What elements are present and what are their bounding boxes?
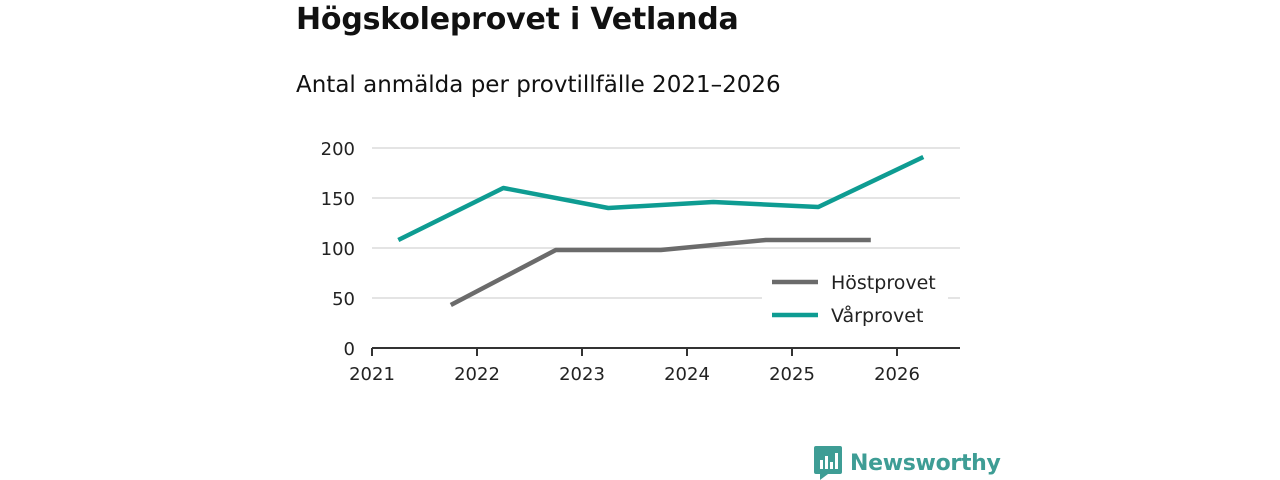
series-line-hostprovet bbox=[449, 237, 871, 307]
x-tick-label: 2026 bbox=[874, 364, 920, 385]
legend-background bbox=[762, 264, 948, 334]
chart-title: Högskoleprovet i Vetlanda bbox=[296, 2, 739, 37]
line-chart: 0 50 100 150 200 2021 2022 2023 2024 2025 2026 Hös… bbox=[321, 139, 960, 385]
y-tick-label: 0 bbox=[344, 339, 355, 360]
series-line-varprovet bbox=[397, 154, 925, 243]
series-lines bbox=[397, 154, 925, 307]
newsworthy-logo-icon bbox=[814, 446, 842, 480]
newsworthy-logo: Newsworthy bbox=[814, 446, 1001, 480]
x-tick-label: 2024 bbox=[664, 364, 710, 385]
legend-label: Vårprovet bbox=[831, 304, 923, 327]
y-tick-label: 100 bbox=[321, 239, 355, 260]
y-tick-label: 150 bbox=[321, 189, 355, 210]
x-tick-label: 2025 bbox=[769, 364, 815, 385]
legend-label: Höstprovet bbox=[831, 272, 936, 294]
axes: 0 50 100 150 200 2021 2022 2023 2024 2025 2026 bbox=[321, 139, 960, 385]
chart-subtitle: Antal anmälda per provtillfälle 2021–202… bbox=[296, 72, 781, 98]
y-tick-label: 200 bbox=[321, 139, 355, 160]
x-tick-label: 2023 bbox=[559, 364, 605, 385]
newsworthy-logo-text: Newsworthy bbox=[850, 450, 1001, 476]
legend: Höstprovet Vårprovet bbox=[762, 264, 948, 334]
x-tick-label: 2022 bbox=[454, 364, 500, 385]
x-tick-label: 2021 bbox=[349, 364, 395, 385]
y-tick-label: 50 bbox=[332, 289, 355, 310]
